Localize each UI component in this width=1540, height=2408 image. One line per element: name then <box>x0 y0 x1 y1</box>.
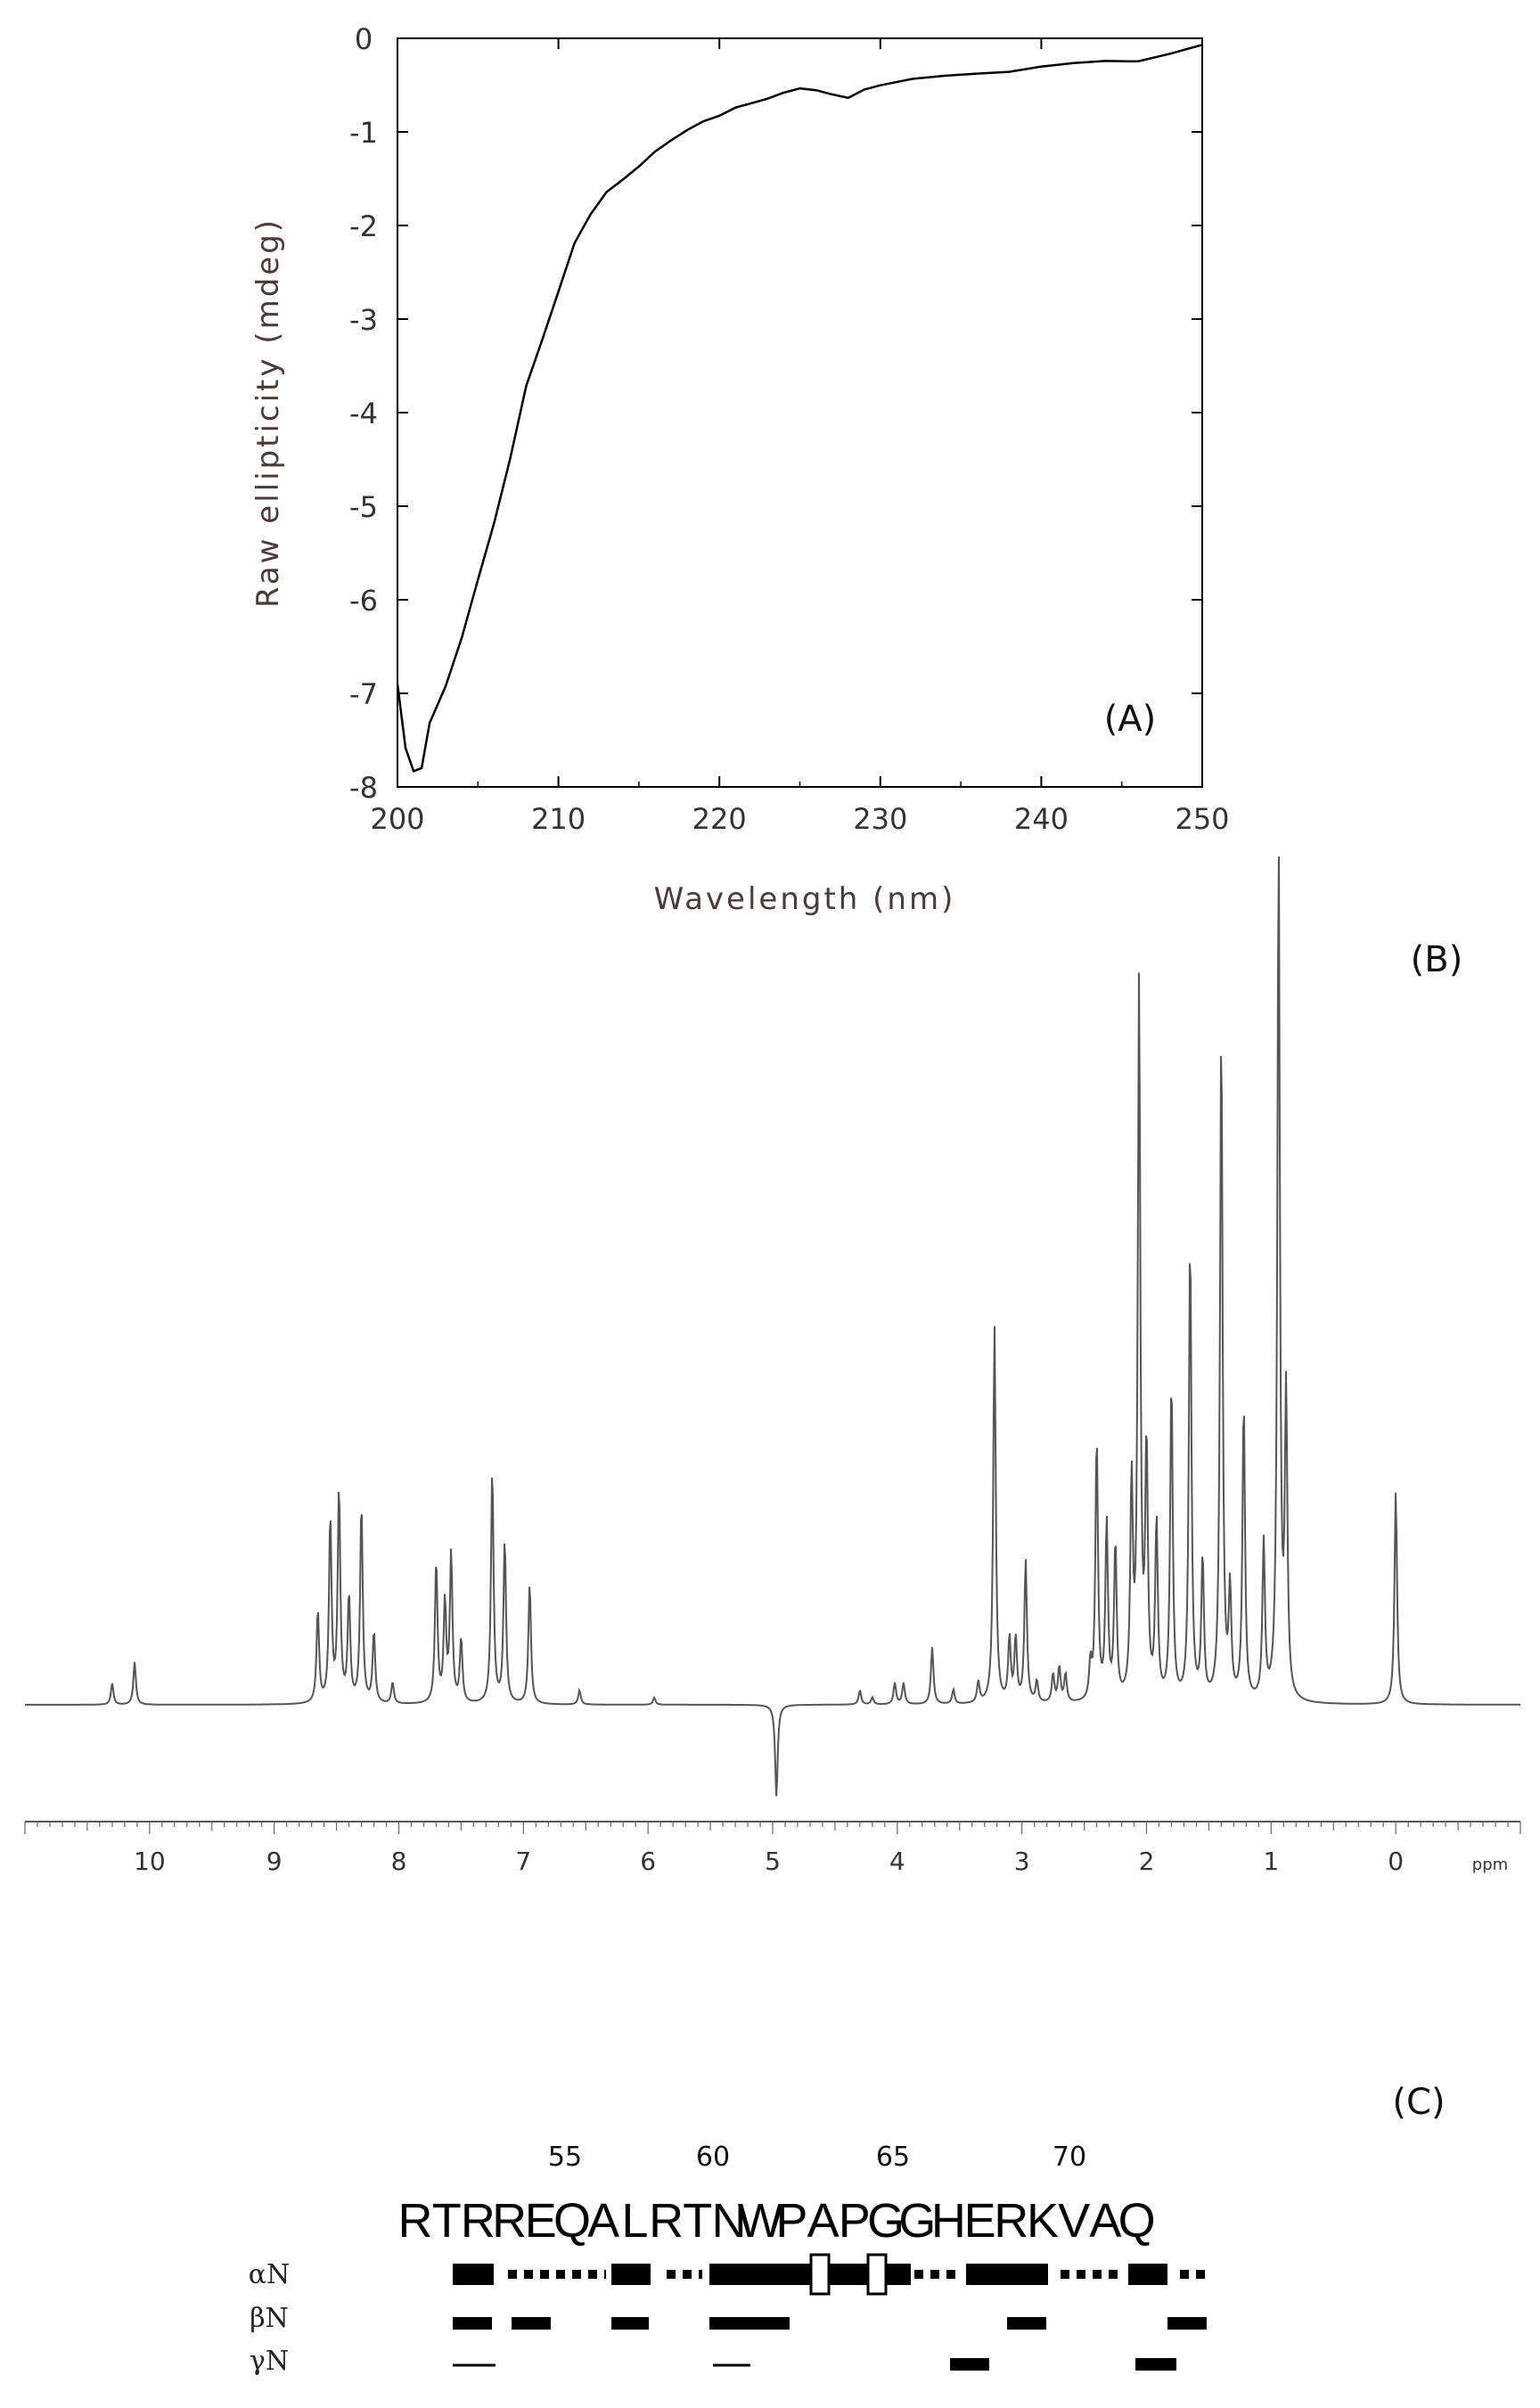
panel-a-x-axis-title: Wavelength (nm) <box>654 881 956 917</box>
residue-letter: V <box>1058 2194 1090 2248</box>
residue-letter: E <box>964 2194 996 2248</box>
panel-a-plot-frame <box>397 37 1203 788</box>
residue-letter: R <box>398 2194 433 2248</box>
panel-b-tag: (B) <box>1411 939 1463 980</box>
panel-a-x-tick-label: 230 <box>853 802 907 836</box>
residue-letter: L <box>621 2194 648 2248</box>
panel-a-x-tick-label: 210 <box>531 802 586 836</box>
beta-n-bar <box>1007 2317 1046 2330</box>
panel-b-tick-label: 1 <box>1263 1847 1279 1876</box>
residue-letter: A <box>807 2194 840 2248</box>
alpha-n-open-box <box>809 2253 831 2296</box>
residue-letter: T <box>683 2194 712 2248</box>
row-label-gamma-n: γN <box>250 2346 289 2377</box>
panel-b-tick-label: 8 <box>391 1847 407 1876</box>
residue-letter: T <box>432 2194 462 2248</box>
beta-n-bar <box>512 2317 551 2330</box>
panel-a-y-tick-label: -3 <box>349 303 378 337</box>
panel-b-tick-label: 10 <box>134 1847 166 1876</box>
panel-c-tag: (C) <box>1392 2082 1445 2123</box>
panel-b-ppm-unit: ppm <box>1472 1855 1508 1874</box>
panel-a-x-tick-labels: 200 210 220 230 240 250 <box>370 802 1229 836</box>
panel-a-y-tick-label: 0 <box>355 22 373 56</box>
panel-c-residue-numbers: 55 60 65 70 <box>548 2142 1086 2173</box>
alpha-n-bar <box>453 2264 494 2285</box>
panel-a-y-tick-label: -1 <box>349 116 378 150</box>
panel-b-tick-label: 2 <box>1139 1847 1155 1876</box>
panel-b-tick-label: 5 <box>765 1847 781 1876</box>
residue-letter: Q <box>1118 2194 1156 2248</box>
panel-a-y-tick-label: -6 <box>349 584 378 618</box>
residue-number: 65 <box>876 2142 910 2173</box>
residue-letter: Q <box>553 2194 591 2248</box>
beta-n-bar <box>1167 2317 1207 2330</box>
residue-letter: W <box>738 2194 783 2248</box>
residue-letter: R <box>461 2194 496 2248</box>
panel-a-y-tick-label: -4 <box>349 397 378 430</box>
gamma-n-bar <box>1135 2358 1176 2371</box>
residue-letter: A <box>587 2194 619 2248</box>
residue-letter: R <box>649 2194 684 2248</box>
panel-a-x-tick-label: 240 <box>1014 802 1069 836</box>
panel-b-tick-label: 0 <box>1388 1847 1404 1876</box>
alpha-n-bar <box>966 2264 1048 2285</box>
panel-a-tag: (A) <box>1104 699 1157 740</box>
residue-letter: R <box>994 2194 1028 2248</box>
panel-b-tick-label: 6 <box>640 1847 656 1876</box>
residue-number: 60 <box>696 2142 730 2173</box>
panel-a-y-tick-label: -5 <box>349 490 378 524</box>
panel-c-connectivity-bars <box>453 2253 1207 2371</box>
alpha-n-bar <box>1128 2264 1167 2285</box>
panel-a-y-tick-label: -7 <box>349 677 378 711</box>
panel-a-cd-spectrum: 0 -1 -2 -3 -4 -5 -6 -7 -8 200 210 220 230 240 250 (A)… <box>250 22 1230 917</box>
panel-a-x-tick-label: 250 <box>1175 802 1229 836</box>
panel-b-tick-label: 9 <box>266 1847 283 1876</box>
row-label-beta-n: βN <box>250 2303 289 2334</box>
residue-letter: E <box>525 2194 557 2248</box>
beta-n-bar <box>453 2317 492 2330</box>
panel-b-ticks <box>24 1822 1521 1834</box>
panel-a-y-axis-title: Raw ellipticity (mdeg) <box>250 217 286 608</box>
row-label-alpha-n: αN <box>249 2259 291 2290</box>
residue-letter: G <box>898 2194 936 2248</box>
residue-letter: R <box>492 2194 527 2248</box>
panel-a-x-tick-label: 200 <box>370 802 424 836</box>
alpha-n-open-box <box>866 2253 888 2296</box>
panel-a-ticks <box>397 37 1203 788</box>
panel-b-tick-label: 3 <box>1014 1847 1030 1876</box>
residue-letter: G <box>867 2194 905 2248</box>
beta-n-bar <box>611 2317 649 2330</box>
alpha-n-bar <box>611 2264 651 2285</box>
panel-b-tick-labels: 10 9 8 7 6 5 4 3 2 1 0 <box>134 1847 1404 1876</box>
beta-n-bar <box>709 2317 790 2330</box>
panel-a-y-tick-label: -8 <box>349 771 378 805</box>
panel-b-tick-label: 7 <box>515 1847 531 1876</box>
panel-a-y-tick-label: -2 <box>349 209 378 243</box>
panel-b-spectrum-line <box>25 856 1520 1797</box>
gamma-n-bar <box>950 2358 989 2371</box>
panel-a-x-tick-label: 220 <box>692 802 747 836</box>
residue-letter: P <box>775 2194 807 2248</box>
panel-b-nmr-spectrum: (B) 10 9 8 7 6 5 4 3 2 1 0 ppm <box>24 856 1521 1876</box>
panel-b-tick-label: 4 <box>889 1847 905 1876</box>
panel-a-y-tick-labels: 0 -1 -2 -3 -4 -5 -6 -7 -8 <box>349 22 378 805</box>
panel-a-ellipticity-line <box>396 44 1203 774</box>
residue-number: 70 <box>1053 2142 1086 2173</box>
residue-number: 55 <box>548 2142 582 2173</box>
residue-letter: N <box>712 2194 747 2248</box>
residue-letter: P <box>839 2194 871 2248</box>
residue-letter: H <box>931 2194 966 2248</box>
residue-letter: K <box>1027 2194 1059 2248</box>
residue-letter: A <box>1089 2194 1121 2248</box>
